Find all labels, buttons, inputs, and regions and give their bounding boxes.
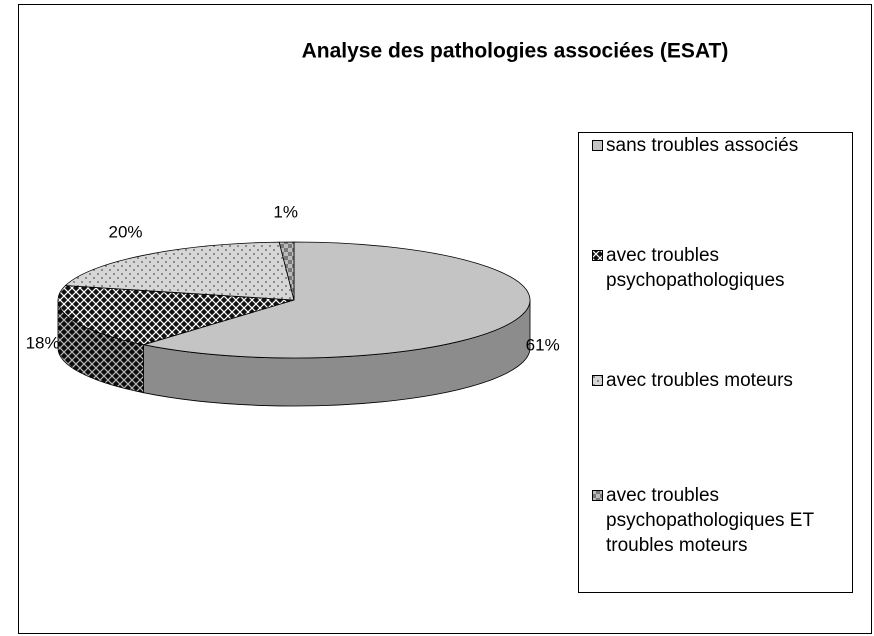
legend-swatch: [592, 250, 603, 261]
legend-swatch: [592, 140, 603, 151]
slice: [64, 241, 295, 301]
chart-title: Analyse des pathologies associées (ESAT): [302, 40, 729, 63]
slice: [143, 241, 531, 359]
data-label: 20%: [109, 222, 143, 241]
legend-box: [578, 132, 853, 593]
data-label: 61%: [526, 336, 560, 355]
legend-item: sans troubles associés: [592, 133, 847, 158]
data-label: 18%: [26, 334, 60, 353]
legend-label: avec troubles moteurs: [606, 370, 793, 391]
slice: [57, 285, 295, 346]
legend-item: avec troubles psychopathologiques: [592, 243, 847, 293]
legend-label: sans troubles associés: [606, 135, 799, 156]
legend-item: avec troubles moteurs: [592, 368, 847, 393]
legend-label: avec troubles psychopathologiques ET tro…: [606, 485, 814, 556]
legend-swatch: [592, 375, 603, 386]
legend-swatch: [592, 490, 603, 501]
slice: [278, 241, 295, 301]
legend-item: avec troubles psychopathologiques ET tro…: [592, 483, 847, 558]
legend-label: avec troubles psychopathologiques: [606, 245, 785, 291]
data-label: 1%: [273, 203, 298, 222]
